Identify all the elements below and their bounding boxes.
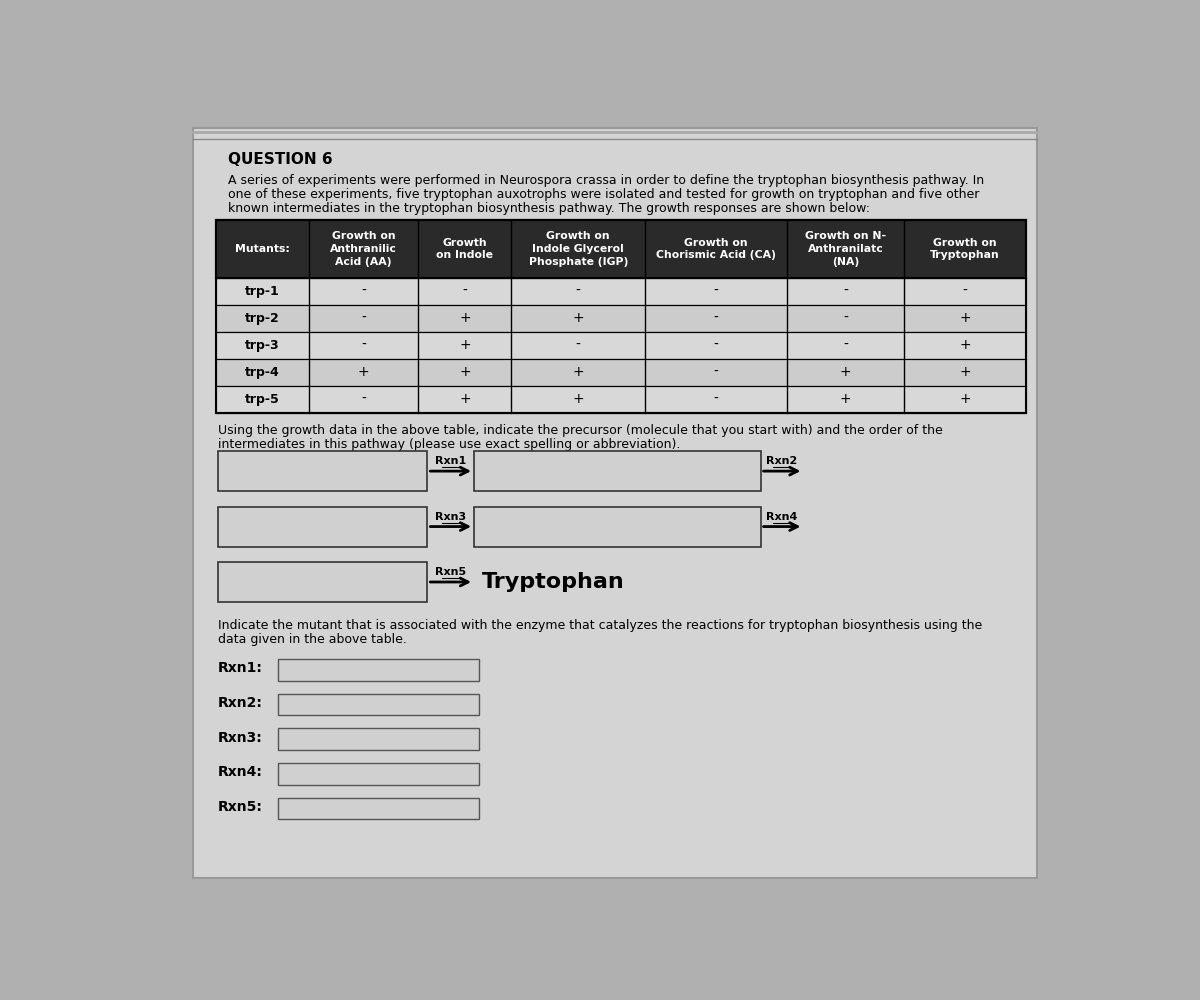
Text: -: -: [714, 311, 719, 325]
Bar: [216, 386, 1026, 413]
Text: +: +: [959, 311, 971, 325]
Text: one of these experiments, five tryptophan auxotrophs were isolated and tested fo: one of these experiments, five tryptopha…: [228, 188, 979, 201]
Text: +: +: [840, 365, 851, 379]
Bar: [474, 507, 761, 547]
Text: -: -: [576, 338, 581, 352]
Text: -: -: [576, 284, 581, 298]
Text: +: +: [358, 365, 370, 379]
Text: -: -: [361, 284, 366, 298]
Bar: [278, 728, 479, 750]
Text: Rxn2:: Rxn2:: [218, 696, 263, 710]
Text: trp-2: trp-2: [245, 312, 280, 325]
Bar: [218, 507, 427, 547]
Text: Indicate the mutant that is associated with the enzyme that catalyzes the reacti: Indicate the mutant that is associated w…: [218, 619, 983, 632]
Text: Growth on N-
Anthranilatc
(NA): Growth on N- Anthranilatc (NA): [805, 231, 886, 267]
Bar: [218, 562, 427, 602]
Bar: [218, 451, 427, 491]
Text: Rxn5: Rxn5: [436, 567, 467, 577]
Text: Rxn1:: Rxn1:: [218, 661, 263, 675]
Bar: [278, 763, 479, 785]
Text: -: -: [361, 392, 366, 406]
Text: Using the growth data in the above table, indicate the precursor (molecule that : Using the growth data in the above table…: [218, 424, 943, 437]
Text: -: -: [844, 284, 848, 298]
Text: +: +: [840, 392, 851, 406]
Text: +: +: [460, 392, 470, 406]
Bar: [278, 694, 479, 715]
Text: Growth
on Indole: Growth on Indole: [437, 238, 493, 260]
Text: Mutants:: Mutants:: [235, 244, 290, 254]
Bar: [216, 220, 1026, 278]
Bar: [216, 305, 1026, 332]
Text: Growth on
Indole Glycerol
Phosphate (IGP): Growth on Indole Glycerol Phosphate (IGP…: [529, 231, 628, 267]
Text: Rxn3:: Rxn3:: [218, 731, 263, 745]
Text: +: +: [959, 338, 971, 352]
Text: Growth on
Anthranilic
Acid (AA): Growth on Anthranilic Acid (AA): [330, 231, 397, 267]
Text: -: -: [361, 311, 366, 325]
Text: trp-3: trp-3: [245, 339, 280, 352]
Text: +: +: [460, 311, 470, 325]
Text: -: -: [714, 284, 719, 298]
Text: +: +: [572, 365, 584, 379]
Text: +: +: [959, 392, 971, 406]
Text: +: +: [460, 338, 470, 352]
Text: trp-5: trp-5: [245, 393, 280, 406]
Text: Rxn4: Rxn4: [767, 512, 798, 522]
Text: +: +: [572, 392, 584, 406]
Text: -: -: [714, 338, 719, 352]
Text: -: -: [714, 392, 719, 406]
Text: known intermediates in the tryptophan biosynthesis pathway. The growth responses: known intermediates in the tryptophan bi…: [228, 202, 870, 215]
Text: Rxn2: Rxn2: [767, 456, 798, 466]
Text: -: -: [714, 365, 719, 379]
Text: trp-4: trp-4: [245, 366, 280, 379]
Text: Rxn5:: Rxn5:: [218, 800, 263, 814]
Text: Growth on
Tryptophan: Growth on Tryptophan: [930, 238, 1000, 260]
Text: Growth on
Chorismic Acid (CA): Growth on Chorismic Acid (CA): [656, 238, 776, 260]
Text: data given in the above table.: data given in the above table.: [218, 633, 407, 646]
Bar: [216, 278, 1026, 305]
Text: -: -: [844, 338, 848, 352]
Text: A series of experiments were performed in Neurospora crassa in order to define t: A series of experiments were performed i…: [228, 174, 984, 187]
Text: QUESTION 6: QUESTION 6: [228, 152, 332, 167]
Text: +: +: [959, 365, 971, 379]
Text: Tryptophan: Tryptophan: [481, 572, 624, 592]
Text: Rxn4:: Rxn4:: [218, 765, 263, 779]
Bar: [278, 659, 479, 681]
Text: -: -: [962, 284, 967, 298]
Text: -: -: [462, 284, 467, 298]
Bar: [278, 798, 479, 819]
Text: trp-1: trp-1: [245, 285, 280, 298]
Text: -: -: [361, 338, 366, 352]
Bar: [216, 220, 1026, 413]
Bar: [216, 332, 1026, 359]
Text: Rxn1: Rxn1: [436, 456, 467, 466]
Text: intermediates in this pathway (please use exact spelling or abbreviation).: intermediates in this pathway (please us…: [218, 438, 680, 451]
Text: -: -: [844, 311, 848, 325]
Bar: [474, 451, 761, 491]
Text: Rxn3: Rxn3: [436, 512, 467, 522]
Text: +: +: [572, 311, 584, 325]
Bar: [216, 359, 1026, 386]
Text: +: +: [460, 365, 470, 379]
